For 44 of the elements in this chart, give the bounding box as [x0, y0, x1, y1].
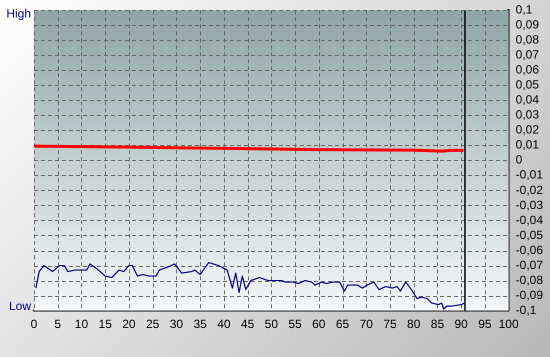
y-tick-label: 0,03: [516, 108, 540, 122]
x-tick-label: 30: [170, 317, 184, 332]
y-tick-label: 0,06: [516, 62, 540, 77]
y-tick-label: 0,1: [516, 2, 533, 17]
y-tick-label: -0,06: [516, 242, 544, 257]
text: High: [6, 6, 31, 21]
y-tick-label: -0,02: [516, 182, 544, 197]
y-tick-label: -0,05: [516, 228, 544, 242]
y-tick-label: 0,09: [516, 18, 540, 32]
x-tick-label: 85: [430, 317, 444, 332]
y-tick-label: -0,1: [516, 302, 537, 317]
x-tick-label: 95: [478, 317, 492, 332]
y-tick-label: 0,07: [516, 48, 540, 62]
text: Low: [8, 298, 32, 313]
y-tick-label: -0,01: [516, 168, 544, 182]
x-tick-label: 55: [288, 317, 302, 332]
x-tick-label: 90: [454, 317, 468, 332]
x-tick-label: 50: [264, 317, 278, 332]
y-tick-label: -0,08: [516, 272, 544, 287]
y-tick-label: 0: [516, 152, 523, 167]
x-tick-label: 45: [240, 317, 255, 332]
x-tick-label: 15: [98, 317, 112, 332]
x-tick-label: 80: [407, 317, 421, 332]
x-tick-label: 40: [217, 317, 231, 332]
y-tick-label: 0,04: [516, 92, 540, 107]
y-tick-label: -0,09: [516, 288, 544, 302]
x-tick-label: 35: [193, 317, 208, 332]
y-tick-label: -0,07: [516, 258, 544, 272]
x-tick-label: 5: [54, 317, 62, 332]
y-tick-label: 0,01: [516, 138, 540, 152]
x-tick-label: 20: [122, 317, 136, 332]
x-tick-label: 25: [146, 317, 160, 332]
y-tick-label: 0,05: [516, 78, 540, 92]
x-tick-label: 65: [336, 317, 350, 332]
x-tick-label: 60: [312, 317, 326, 332]
y-tick-label: -0,03: [516, 198, 544, 212]
y-tick-label: -0,04: [516, 212, 544, 227]
x-tick-label: 70: [360, 317, 374, 332]
x-tick-label: 10: [74, 317, 88, 332]
y-tick-label: 0,08: [516, 32, 540, 47]
x-tick-label: 100: [498, 317, 519, 332]
x-tick-label: 0: [30, 317, 38, 332]
x-tick-label: 75: [383, 317, 397, 332]
y-tick-label: 0,02: [516, 122, 540, 137]
